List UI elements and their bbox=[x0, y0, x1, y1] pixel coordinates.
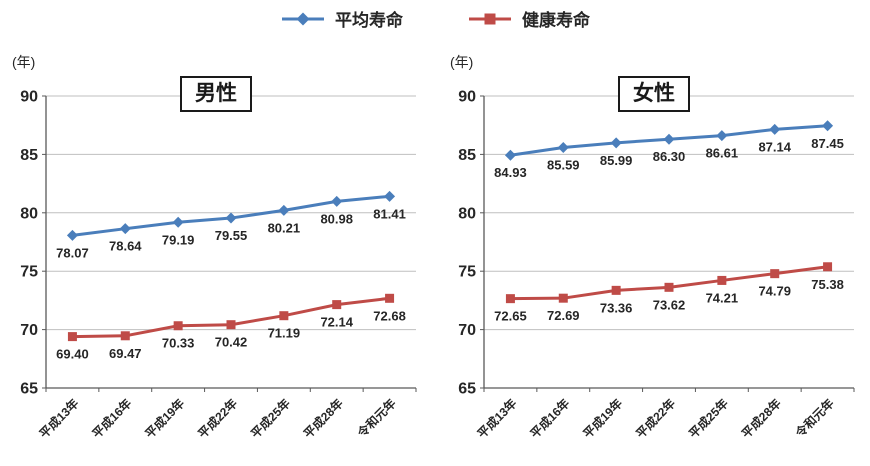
data-point bbox=[225, 212, 237, 224]
data-label: 87.14 bbox=[758, 139, 791, 154]
data-point bbox=[172, 216, 184, 228]
data-point bbox=[610, 137, 622, 149]
chart-title-male: 男性 bbox=[180, 76, 252, 112]
y-tick-label: 85 bbox=[20, 147, 38, 164]
y-axis-unit-male: (年) bbox=[12, 54, 36, 70]
data-point bbox=[664, 282, 674, 292]
data-point bbox=[823, 262, 833, 272]
y-tick-label: 80 bbox=[458, 205, 476, 222]
data-label: 74.21 bbox=[706, 290, 739, 305]
data-point bbox=[557, 142, 569, 154]
data-label: 79.55 bbox=[215, 228, 248, 243]
x-tick-label: 平成19年 bbox=[142, 396, 188, 442]
line-chart-male: 65 70 75 80 85 90 平成13年 平成16年 平成19年 平成22年 平成25年 平成2… bbox=[20, 89, 417, 442]
data-label: 72.69 bbox=[547, 308, 580, 323]
data-point bbox=[278, 204, 290, 216]
x-tick-label: 平成22年 bbox=[633, 396, 679, 442]
data-label: 69.40 bbox=[56, 347, 89, 362]
y-tick-label: 75 bbox=[458, 264, 476, 281]
data-label: 79.19 bbox=[162, 232, 195, 247]
data-point bbox=[120, 331, 130, 341]
data-label: 75.38 bbox=[811, 277, 844, 292]
data-point bbox=[331, 195, 343, 207]
x-tick-label: 平成19年 bbox=[580, 396, 626, 442]
data-label: 69.47 bbox=[109, 346, 142, 361]
y-tick-label: 70 bbox=[458, 322, 476, 339]
data-label: 72.65 bbox=[494, 309, 527, 324]
data-point bbox=[663, 133, 675, 145]
legend-item-healthy-lifespan: 健康寿命 bbox=[467, 6, 590, 31]
y-axis-unit-female: (年) bbox=[450, 54, 474, 70]
data-label: 71.19 bbox=[268, 326, 301, 341]
legend-label-healthy-lifespan: 健康寿命 bbox=[522, 11, 590, 30]
data-point bbox=[558, 293, 568, 303]
x-tick-label: 平成25年 bbox=[685, 396, 731, 442]
data-label: 70.42 bbox=[215, 335, 248, 350]
y-tick-label: 90 bbox=[20, 89, 38, 106]
data-point bbox=[226, 320, 236, 330]
data-point bbox=[119, 223, 131, 235]
legend-marker-healthy-icon bbox=[469, 13, 511, 24]
y-tick-label: 85 bbox=[458, 147, 476, 164]
legend-marker-average-icon bbox=[282, 12, 324, 25]
data-label: 85.99 bbox=[600, 153, 633, 168]
data-label: 73.62 bbox=[653, 297, 686, 312]
x-tick-label: 平成28年 bbox=[300, 396, 346, 442]
legend-item-average-lifespan: 平均寿命 bbox=[280, 6, 403, 31]
y-tick-label: 75 bbox=[20, 264, 38, 281]
chart-title-female: 女性 bbox=[618, 76, 690, 112]
chart-legend: 平均寿命 健康寿命 bbox=[0, 6, 870, 31]
data-point bbox=[822, 120, 834, 132]
data-point bbox=[385, 293, 395, 303]
x-tick-label: 平成13年 bbox=[36, 396, 82, 442]
data-point bbox=[173, 321, 183, 331]
data-point bbox=[332, 300, 342, 310]
line-chart-female: 65 70 75 80 85 90 平成13年 平成16年 平成19年 平成22年 平成25年 平成2… bbox=[458, 89, 855, 442]
data-point bbox=[611, 285, 621, 295]
x-tick-label: 平成28年 bbox=[738, 396, 784, 442]
y-tick-label: 70 bbox=[20, 322, 38, 339]
x-tick-label: 平成16年 bbox=[89, 396, 135, 442]
data-label: 85.59 bbox=[547, 158, 580, 173]
data-point bbox=[717, 275, 727, 285]
x-tick-label: 平成25年 bbox=[247, 396, 293, 442]
data-label: 78.07 bbox=[56, 245, 89, 260]
data-label: 72.14 bbox=[320, 315, 353, 330]
y-tick-label: 90 bbox=[458, 89, 476, 106]
y-tick-label: 80 bbox=[20, 205, 38, 222]
data-label: 86.30 bbox=[653, 149, 686, 164]
data-label: 72.68 bbox=[373, 308, 406, 323]
data-label: 78.64 bbox=[109, 239, 142, 254]
x-tick-label: 平成13年 bbox=[474, 396, 520, 442]
data-label: 80.21 bbox=[268, 220, 301, 235]
data-point bbox=[505, 294, 515, 304]
x-tick-label: 令和元年 bbox=[791, 396, 836, 441]
data-point bbox=[384, 190, 396, 202]
x-tick-label: 令和元年 bbox=[353, 396, 398, 441]
data-point bbox=[769, 123, 781, 135]
data-label: 70.33 bbox=[162, 336, 195, 351]
chart-panel-female: (年) 女性 65 70 75 80 85 90 平成13年 平成16年 平成19年 平成22年平… bbox=[442, 52, 866, 462]
data-point bbox=[504, 149, 516, 161]
charts-row: (年) 男性 65 70 75 80 85 90 平成13年 平成16年 平成19年 平成22年平… bbox=[4, 52, 866, 462]
data-label: 80.98 bbox=[320, 211, 353, 226]
data-label: 86.61 bbox=[706, 146, 739, 161]
data-label: 73.36 bbox=[600, 300, 633, 315]
data-label: 87.45 bbox=[811, 136, 844, 151]
data-point bbox=[279, 311, 289, 321]
x-tick-label: 平成22年 bbox=[195, 396, 241, 442]
data-point bbox=[66, 229, 78, 241]
data-label: 74.79 bbox=[758, 284, 791, 299]
data-label: 84.93 bbox=[494, 165, 527, 180]
data-point bbox=[67, 332, 77, 342]
data-label: 81.41 bbox=[373, 206, 406, 221]
data-point bbox=[770, 269, 780, 279]
chart-panel-male: (年) 男性 65 70 75 80 85 90 平成13年 平成16年 平成19年 平成22年平… bbox=[4, 52, 428, 462]
x-tick-label: 平成16年 bbox=[527, 396, 573, 442]
legend-label-average-lifespan: 平均寿命 bbox=[335, 11, 403, 30]
y-tick-label: 65 bbox=[458, 381, 476, 398]
data-point bbox=[716, 130, 728, 142]
y-tick-label: 65 bbox=[20, 381, 38, 398]
